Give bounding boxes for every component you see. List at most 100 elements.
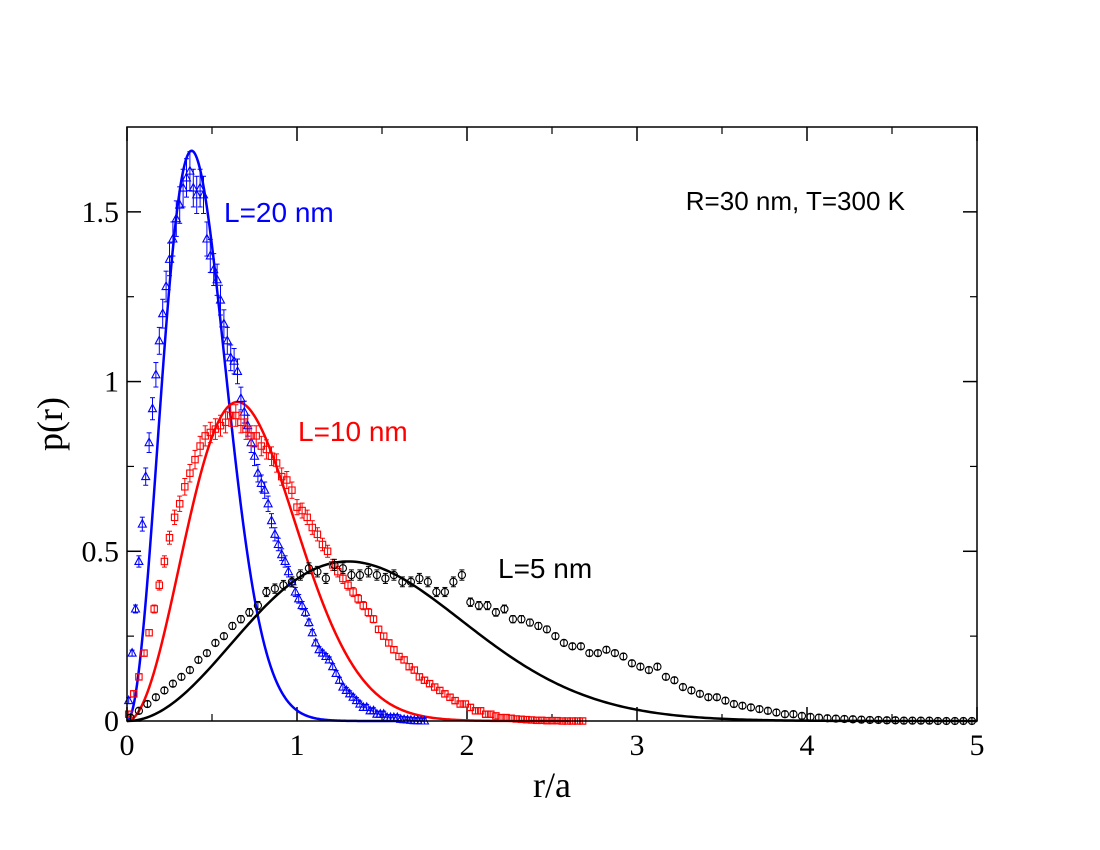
data-point: [130, 603, 141, 613]
data-point: [317, 647, 328, 657]
data-point: [349, 588, 357, 596]
data-point: [865, 715, 875, 725]
data-point: [576, 642, 586, 651]
data-point: [297, 599, 308, 610]
y-tick-label: 0: [104, 705, 119, 738]
data-point: [721, 696, 730, 705]
data-point: [823, 714, 832, 723]
data-point: [551, 631, 560, 641]
data-point: [534, 621, 543, 631]
data-point: [374, 625, 383, 634]
data-point: [236, 615, 246, 624]
data-point: [320, 650, 331, 661]
data-point: [372, 570, 382, 580]
data-point: [170, 513, 179, 522]
data-point: [253, 601, 263, 610]
data-point: [247, 432, 255, 440]
data-point: [171, 212, 182, 223]
data-point: [150, 369, 161, 379]
data-point: [218, 318, 229, 328]
data-point: [337, 681, 348, 691]
data-point: [259, 484, 270, 494]
data-point: [400, 656, 408, 664]
data-point: [423, 577, 433, 586]
data-point: [272, 459, 281, 467]
data-point: [280, 555, 291, 566]
data-point: [406, 577, 416, 586]
data-point: [290, 586, 301, 596]
data-point: [232, 411, 240, 420]
data-point: [154, 335, 165, 345]
data-point: [245, 608, 254, 617]
data-point: [341, 684, 352, 695]
data-point: [602, 645, 611, 654]
data-point: [313, 567, 322, 576]
data-point: [143, 699, 152, 709]
data-point: [390, 645, 398, 654]
data-point: [229, 355, 240, 365]
data-point: [151, 693, 161, 702]
data-point: [205, 250, 216, 260]
data-point: [144, 437, 155, 447]
data-point: [314, 644, 325, 654]
data-point: [181, 483, 189, 491]
data-point: [188, 182, 199, 192]
data-point: [338, 564, 348, 573]
data-point: [381, 574, 390, 583]
series-labels: L=20 nm L=10 nm L=5 nm: [224, 197, 592, 584]
data-point: [797, 711, 807, 721]
data-point: [661, 672, 671, 682]
data-point: [307, 627, 318, 637]
data-point: [263, 498, 274, 508]
data-point: [313, 530, 322, 539]
data-point: [857, 715, 866, 724]
data-point: [242, 425, 250, 433]
data-point: [184, 165, 195, 175]
data-point: [303, 513, 311, 522]
data-point: [568, 642, 577, 651]
y-tick-label: 1: [104, 366, 119, 399]
data-point: [517, 715, 526, 724]
data-point: [848, 715, 858, 724]
data-point: [293, 593, 304, 603]
data-point: [145, 628, 153, 637]
data-point: [304, 564, 314, 573]
data-point: [354, 698, 365, 708]
data-point: [522, 715, 531, 724]
data-point: [185, 665, 195, 675]
x-tick-label: 1: [290, 729, 305, 762]
data-point: [300, 606, 311, 616]
data-point: [483, 601, 492, 610]
data-point: [279, 581, 288, 590]
data-point: [585, 648, 594, 658]
data-point: [789, 710, 798, 719]
data-point: [627, 659, 637, 668]
data-point: [147, 403, 158, 413]
data-point: [670, 676, 679, 685]
data-point: [195, 182, 206, 192]
data-point: [177, 672, 186, 682]
x-tick-label: 5: [970, 729, 985, 762]
data-point: [269, 528, 280, 538]
data-point: [168, 679, 178, 688]
data-point: [235, 392, 246, 403]
data-point: [449, 577, 458, 586]
data-point: [334, 674, 345, 684]
data-point: [831, 714, 841, 723]
data-point: [874, 715, 883, 725]
data-point: [466, 598, 475, 607]
data-point: [283, 565, 294, 576]
data-point: [270, 584, 280, 593]
data-point: [323, 547, 332, 556]
data-point: [127, 647, 138, 657]
data-point: [500, 604, 509, 614]
data-point: [527, 716, 536, 724]
data-point: [348, 691, 359, 701]
data-point: [330, 560, 339, 570]
data-point: [276, 549, 287, 559]
data-point: [174, 199, 185, 209]
series-label-2: L=10 nm: [298, 416, 408, 447]
data-point: [140, 470, 151, 481]
x-tick-label: 2: [460, 729, 475, 762]
